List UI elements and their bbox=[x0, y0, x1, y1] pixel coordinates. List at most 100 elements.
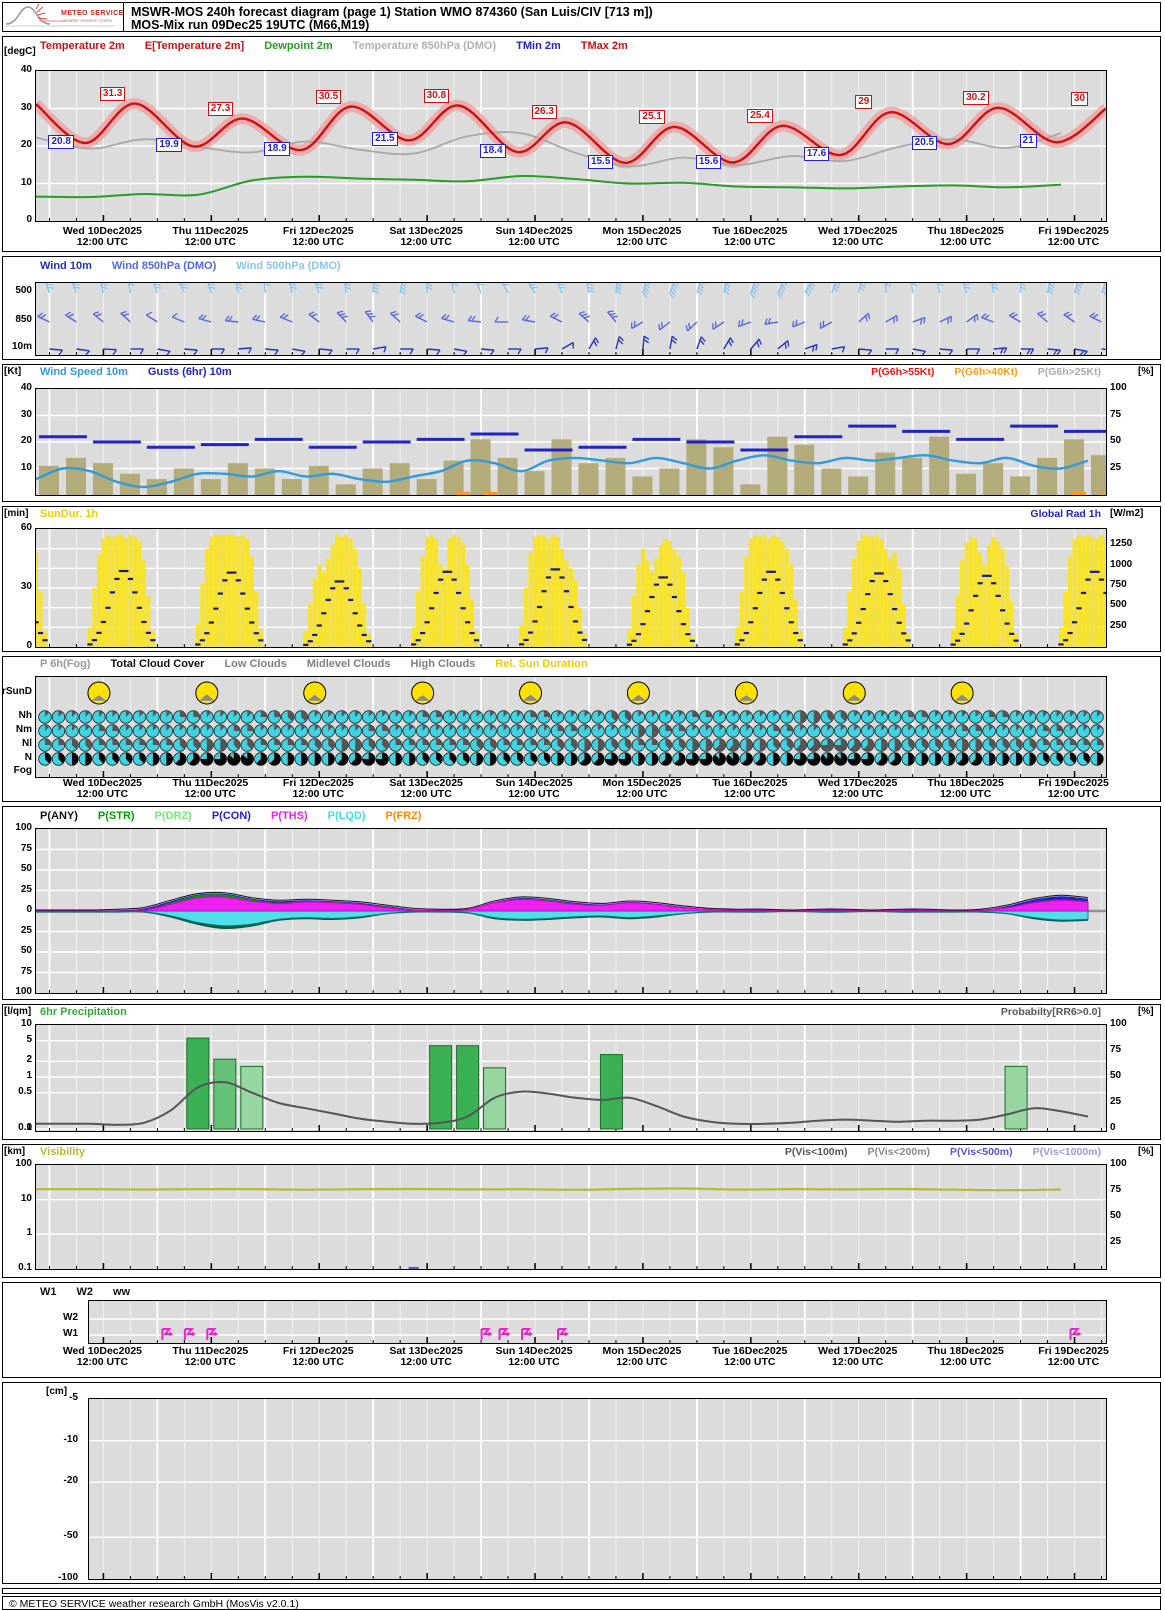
day-label: Fri 19Dec2025 12:00 UTC bbox=[1038, 225, 1109, 248]
y-tick-label: 100 bbox=[15, 1158, 32, 1169]
y-tick-label: 50 bbox=[20, 863, 32, 874]
wind-row-label: 850 bbox=[15, 314, 32, 325]
y-tick-label-right: 75 bbox=[1110, 1184, 1122, 1195]
legend-item: Wind 500hPa (DMO) bbox=[236, 260, 341, 272]
y-tick-label: 60 bbox=[20, 522, 32, 533]
tmin-label: 15.6 bbox=[695, 154, 722, 169]
y-tick-label-right: 0 bbox=[1110, 1122, 1116, 1133]
tmin-label: 19.9 bbox=[156, 138, 182, 153]
y-tick-label: 1 bbox=[26, 1070, 32, 1081]
y-tick-label: 25 bbox=[20, 924, 32, 936]
clouds-legend: P 6h(Fog) Total Cloud Cover Low Clouds Midl… bbox=[40, 658, 588, 670]
tmin-label: 21 bbox=[1019, 134, 1037, 149]
legend-item: P(G6h>25Kt) bbox=[1037, 366, 1101, 378]
legend-item: P(STR) bbox=[97, 810, 135, 822]
y-tick-label: 100 bbox=[15, 822, 32, 833]
y-tick-label-right: 50 bbox=[1110, 1210, 1122, 1221]
legend-item: Temperature 2m bbox=[40, 40, 125, 52]
y-tick-label: 20 bbox=[20, 435, 32, 446]
cloud-row-label: Nh bbox=[18, 710, 32, 721]
day-label: Thu 18Dec2025 12:00 UTC bbox=[927, 777, 1004, 800]
day-label: Wed 17Dec2025 12:00 UTC bbox=[818, 777, 898, 800]
tmin-label: 21.5 bbox=[372, 132, 398, 147]
legend-item: Wind 850hPa (DMO) bbox=[111, 260, 217, 272]
axis-unit: [km] bbox=[4, 1146, 26, 1157]
legend-item: TMin 2m bbox=[516, 40, 561, 52]
legend-item: P(FRZ) bbox=[385, 810, 422, 822]
gust-prob-legend: P(G6h>55Kt) P(G6h>40Kt) P(G6h>25Kt) bbox=[871, 366, 1101, 378]
y-tick-label: 25 bbox=[20, 883, 32, 895]
legend-item: P(G6h>40Kt) bbox=[954, 366, 1018, 378]
legend-item: W2 bbox=[76, 1286, 94, 1298]
day-label: Sat 13Dec2025 12:00 UTC bbox=[389, 1345, 463, 1368]
legend-item: TMax 2m bbox=[580, 40, 628, 52]
y-tick-label-right: 50 bbox=[1110, 1070, 1122, 1081]
day-label: Sun 14Dec2025 12:00 UTC bbox=[495, 1345, 573, 1368]
legend-item: Rel. Sun Duration bbox=[495, 658, 588, 670]
tmax-label: 30.2 bbox=[963, 90, 989, 105]
rad-legend: Global Rad 1h bbox=[1030, 508, 1101, 520]
precip-prob-plot bbox=[35, 828, 1107, 994]
y-tick-label-right: 25 bbox=[1110, 1096, 1122, 1107]
legend-item: High Clouds bbox=[410, 658, 476, 670]
y-tick-label-right: 750 bbox=[1110, 578, 1127, 590]
day-label: Thu 11Dec2025 12:00 UTC bbox=[172, 777, 249, 800]
y-tick-label: 50 bbox=[20, 945, 32, 956]
day-label: Wed 10Dec2025 12:00 UTC bbox=[62, 777, 143, 800]
y-tick-label-right: 100 bbox=[1110, 1158, 1127, 1169]
footer-strip bbox=[2, 1588, 1161, 1594]
legend-item: 6hr Precipitation bbox=[40, 1006, 127, 1018]
axis-unit: [min] bbox=[4, 508, 29, 519]
day-label: Sun 14Dec2025 12:00 UTC bbox=[495, 225, 573, 248]
footer-text: © METEO SERVICE weather research GmbH (M… bbox=[9, 1598, 299, 1610]
axis-unit: [l/qm] bbox=[4, 1006, 32, 1017]
legend-item: Gusts (6hr) 10m bbox=[147, 366, 232, 378]
legend-item: P(Vis<1000m) bbox=[1032, 1146, 1101, 1158]
y-tick-label-right: 100 bbox=[1110, 1018, 1127, 1029]
y-tick-label-right: 75 bbox=[1110, 408, 1122, 420]
day-label: Sun 14Dec2025 12:00 UTC bbox=[495, 777, 573, 800]
legend-item: Wind Speed 10m bbox=[40, 366, 128, 378]
precip-plot bbox=[35, 1024, 1107, 1132]
visibility-plot bbox=[35, 1164, 1107, 1270]
y-tick-label: -20 bbox=[63, 1475, 78, 1487]
precip-prob-line-legend: Probabilty[RR6>0.0] bbox=[1001, 1006, 1101, 1018]
logo-curve-icon bbox=[5, 3, 115, 27]
precip-legend: 6hr Precipitation bbox=[40, 1006, 127, 1018]
legend-item: P(THS) bbox=[270, 810, 308, 822]
y-tick-label-right: 50 bbox=[1110, 435, 1122, 446]
y-tick-label: -50 bbox=[63, 1530, 78, 1542]
day-label: Tue 16Dec2025 12:00 UTC bbox=[712, 225, 788, 248]
legend-item: P(Vis<200m) bbox=[867, 1146, 931, 1158]
clouds-plot bbox=[35, 676, 1107, 778]
y-tick-label: 10 bbox=[20, 1018, 32, 1029]
weather-legend: W1 W2 ww bbox=[40, 1286, 130, 1298]
visibility-prob-legend: P(Vis<100m) P(Vis<200m) P(Vis<500m) P(Vis<1… bbox=[785, 1146, 1101, 1158]
y-tick-label: 40 bbox=[20, 64, 32, 75]
y-tick-label: 1 bbox=[26, 1227, 32, 1239]
header: METEO SERVICE weather research GmbH MSWR… bbox=[2, 2, 1161, 32]
row-label-w1: W1 bbox=[63, 1328, 78, 1339]
tmin-label: 17.6 bbox=[803, 147, 830, 161]
y-tick-label: 100 bbox=[15, 986, 32, 997]
y-tick-label: -10 bbox=[63, 1433, 78, 1445]
tmax-label: 30.5 bbox=[315, 89, 342, 104]
y-tick-label: 20 bbox=[20, 139, 32, 150]
legend-item: Total Cloud Cover bbox=[110, 658, 205, 670]
axis-unit: [%] bbox=[1138, 1006, 1154, 1017]
tmax-label: 30 bbox=[1071, 91, 1089, 106]
y-tick-label: 0 bbox=[26, 640, 32, 651]
legend-item: P(Vis<100m) bbox=[784, 1146, 848, 1158]
y-tick-label: 0.5 bbox=[18, 1085, 32, 1097]
sun-plot bbox=[35, 528, 1107, 648]
wind-plot bbox=[35, 282, 1107, 356]
precip-prob-legend: P(ANY) P(STR) P(DRZ) P(CON) P(THS) P(LQD) P(FR… bbox=[40, 810, 422, 822]
legend-item: P(Vis<500m) bbox=[950, 1146, 1013, 1158]
y-tick-label: -100 bbox=[57, 1572, 78, 1583]
y-tick-label-right: 25 bbox=[1110, 461, 1122, 473]
y-tick-label: 0 bbox=[26, 904, 32, 915]
legend-item: P(DRZ) bbox=[154, 810, 192, 822]
tmax-label: 26.3 bbox=[531, 105, 557, 120]
y-tick-label: 0.1 bbox=[18, 1122, 32, 1133]
y-tick-label: 40 bbox=[20, 382, 32, 393]
